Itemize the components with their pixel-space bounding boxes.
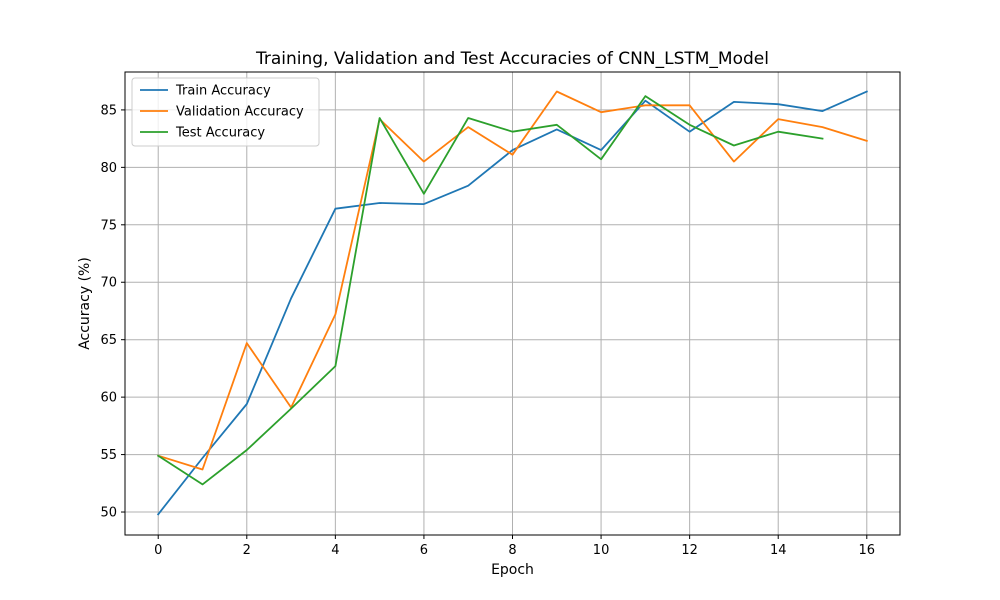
x-axis-title: Epoch [491, 562, 534, 578]
chart-title: Training, Validation and Test Accuracies… [255, 49, 769, 69]
series-line-test-accuracy [156, 95, 824, 486]
x-tick-label: 2 [243, 543, 251, 558]
legend-label: Train Accuracy [175, 84, 271, 99]
y-tick-label: 65 [100, 333, 117, 348]
y-tick-label: 80 [100, 161, 117, 176]
x-tick-label: 10 [593, 543, 610, 558]
x-tick-label: 16 [859, 543, 876, 558]
y-tick-label: 70 [100, 276, 117, 291]
series-line-validation-accuracy [157, 90, 868, 471]
x-tick-label: 12 [681, 543, 698, 558]
legend-label: Test Accuracy [175, 126, 265, 141]
series-lines [156, 90, 868, 516]
y-tick-label: 55 [100, 448, 117, 463]
y-tick-label: 85 [100, 103, 117, 118]
y-tick-label: 75 [100, 218, 117, 233]
x-tick-label: 14 [770, 543, 787, 558]
y-tick-label: 60 [100, 391, 117, 406]
axis-ticks: 0 2 4 6 8 10 12 14 16 50 55 60 65 70 75 80 85 [100, 103, 875, 558]
x-tick-label: 4 [331, 543, 339, 558]
x-tick-label: 6 [420, 543, 428, 558]
legend-box [131, 77, 320, 147]
x-tick-label: 0 [154, 543, 162, 558]
grid [125, 72, 900, 535]
x-tick-label: 8 [508, 543, 516, 558]
legend: Train Accuracy Validation Accuracy Test Ac… [131, 77, 320, 147]
legend-label: Validation Accuracy [176, 105, 304, 120]
y-axis-title: Accuracy (%) [77, 257, 93, 350]
series-line-train-accuracy [156, 90, 868, 516]
y-tick-label: 50 [100, 506, 117, 521]
